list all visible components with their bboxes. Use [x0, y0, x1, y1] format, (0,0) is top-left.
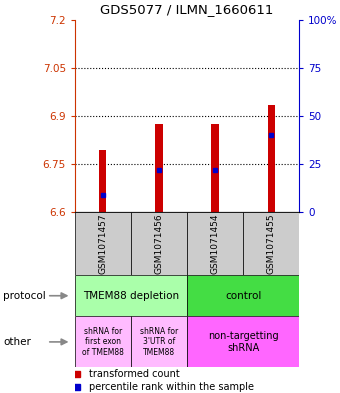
Text: protocol: protocol: [3, 291, 46, 301]
Bar: [268, 105, 275, 212]
Text: percentile rank within the sample: percentile rank within the sample: [89, 382, 254, 391]
Text: GSM1071457: GSM1071457: [98, 213, 107, 274]
Bar: [75, 316, 131, 367]
Bar: [187, 275, 299, 316]
Text: TMEM88 depletion: TMEM88 depletion: [83, 291, 179, 301]
Text: shRNA for
3'UTR of
TMEM88: shRNA for 3'UTR of TMEM88: [140, 327, 178, 357]
Text: GSM1071456: GSM1071456: [154, 213, 164, 274]
Bar: [99, 150, 106, 212]
Bar: [131, 212, 187, 275]
Bar: [243, 212, 299, 275]
Text: GSM1071455: GSM1071455: [267, 213, 276, 274]
Title: GDS5077 / ILMN_1660611: GDS5077 / ILMN_1660611: [100, 3, 274, 16]
Text: transformed count: transformed count: [89, 369, 180, 379]
Text: shRNA for
first exon
of TMEM88: shRNA for first exon of TMEM88: [82, 327, 124, 357]
Text: control: control: [225, 291, 261, 301]
Bar: [131, 316, 187, 367]
Bar: [211, 124, 219, 212]
Bar: [75, 275, 187, 316]
Bar: [187, 212, 243, 275]
Bar: [75, 212, 131, 275]
Bar: [155, 124, 163, 212]
Bar: [187, 316, 299, 367]
Text: GSM1071454: GSM1071454: [210, 213, 220, 274]
Text: other: other: [3, 337, 31, 347]
Text: non-targetting
shRNA: non-targetting shRNA: [208, 331, 278, 353]
